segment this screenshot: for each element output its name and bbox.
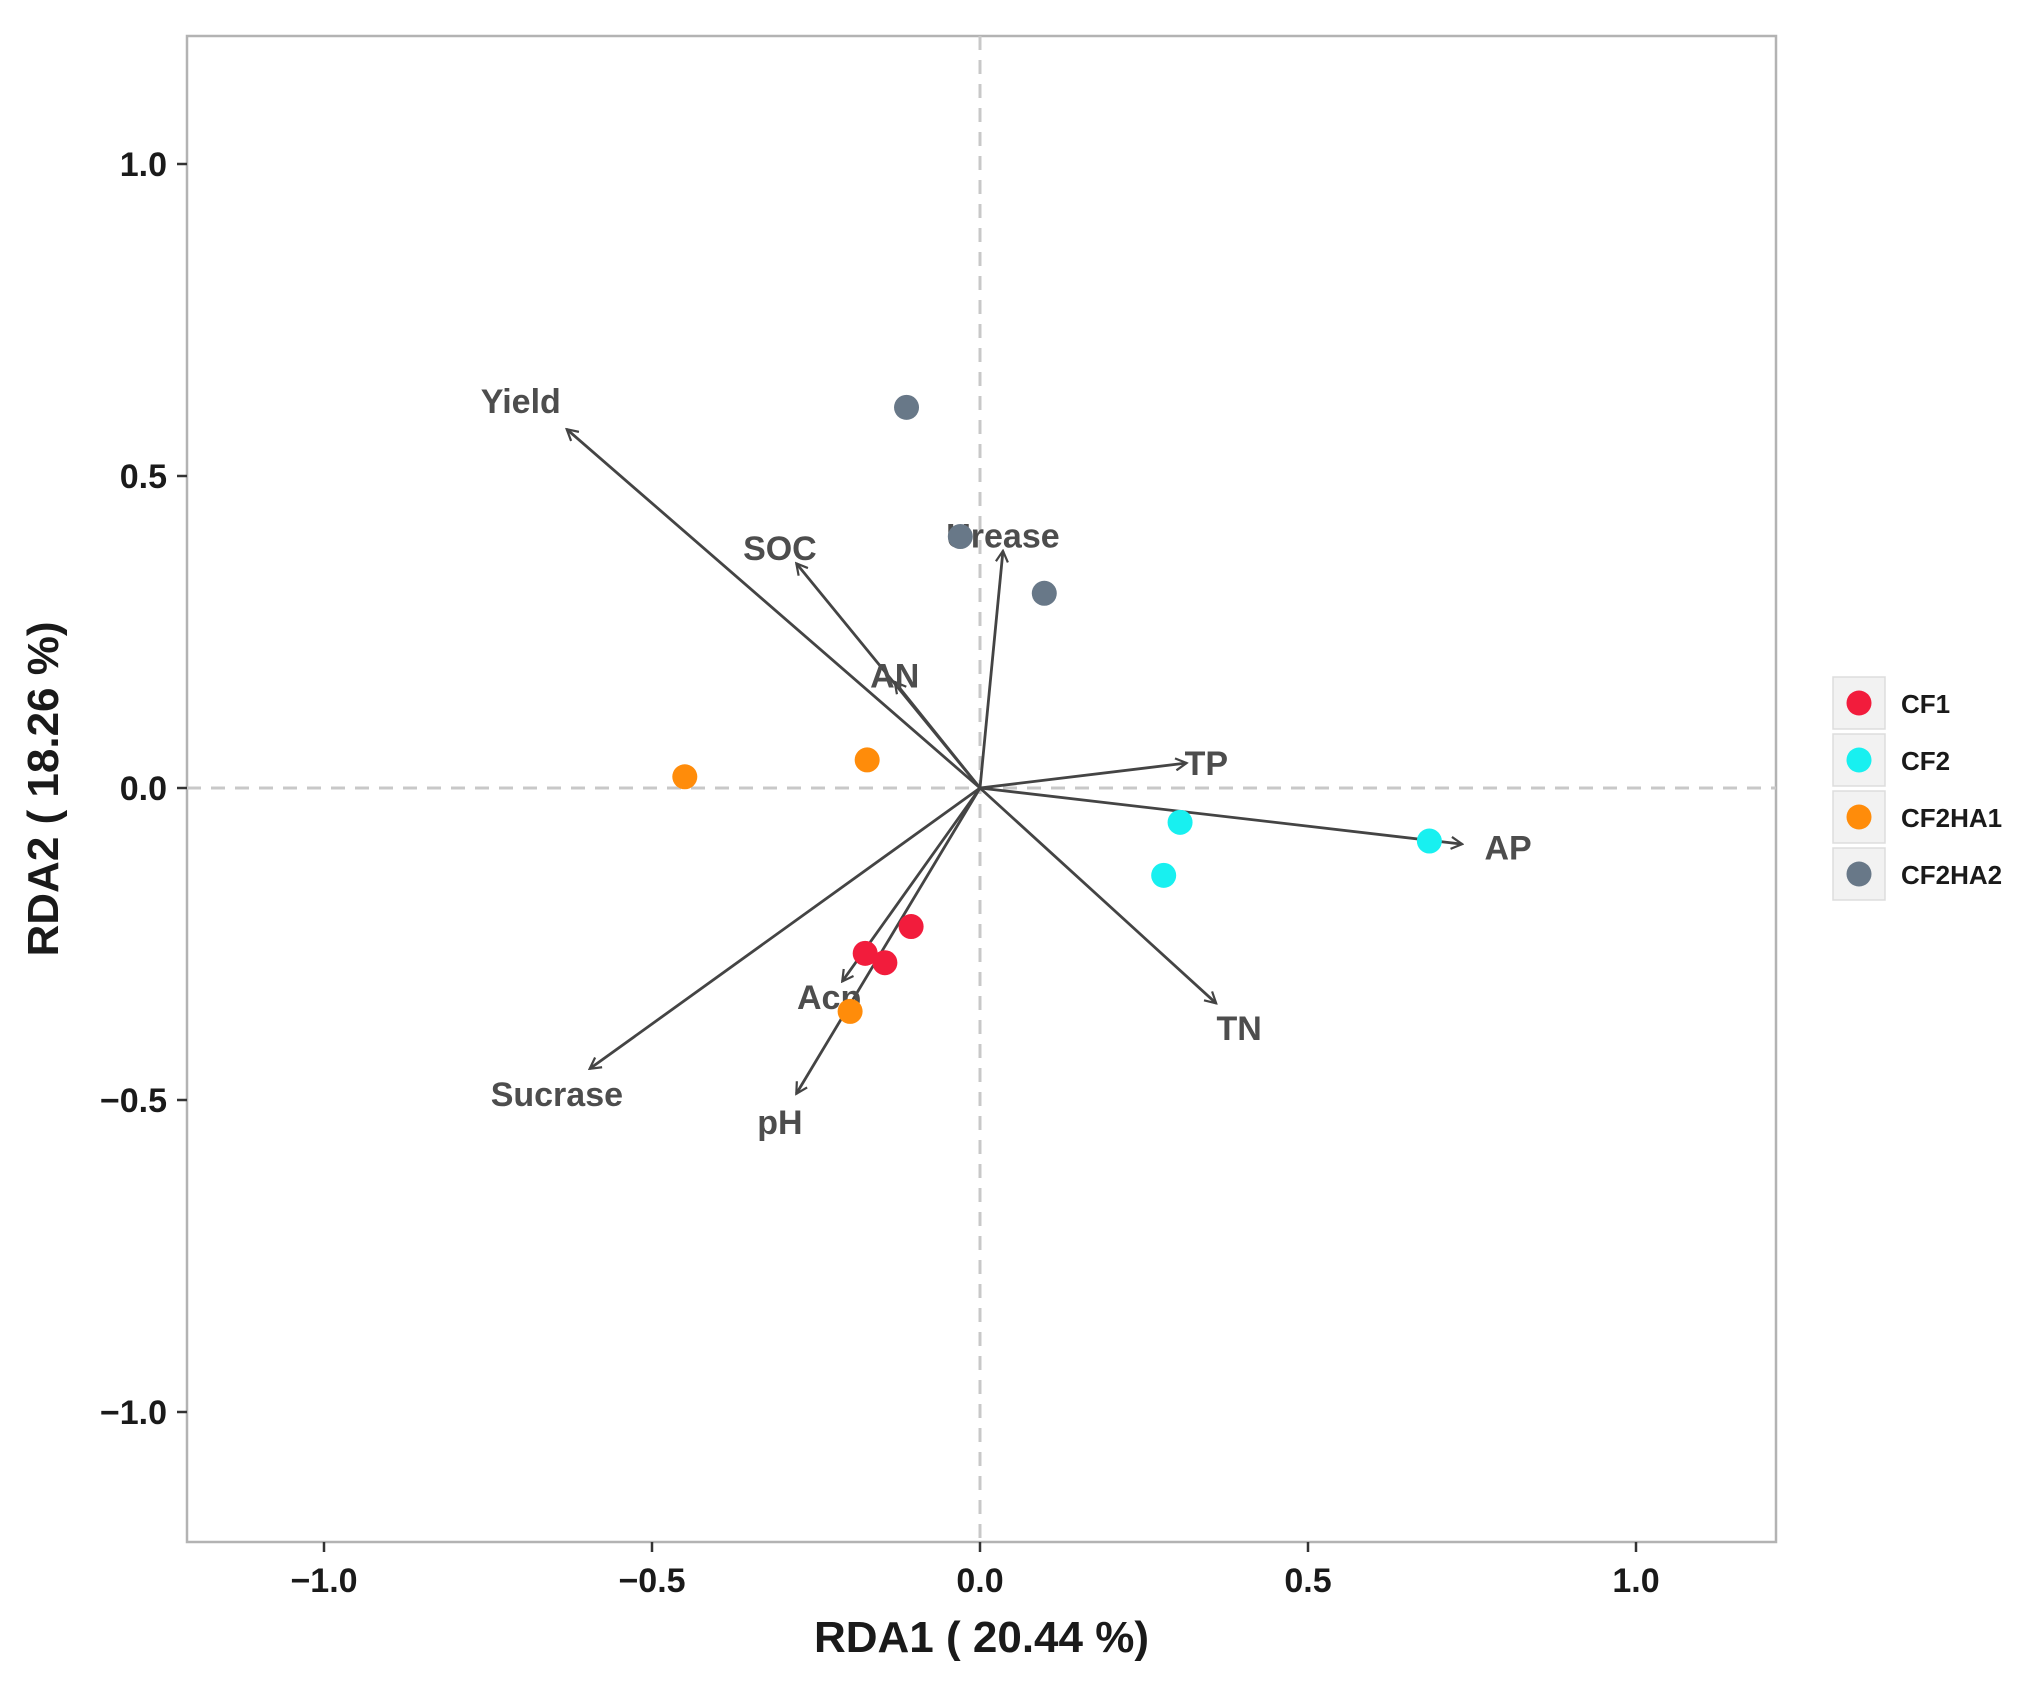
legend-label-cf1: CF1 [1901,689,1950,719]
point-cf1 [872,950,898,976]
point-cf2 [1151,862,1177,888]
vector-label-ap: AP [1484,829,1531,867]
point-cf2ha2 [947,524,973,550]
vector-arrow-tp [979,763,1187,790]
point-cf2 [1416,828,1442,854]
point-cf2ha1 [837,998,863,1024]
y-tick-label: 0.0 [120,770,167,808]
axes: −1.0 −0.5 0.0 0.5 1.0 −1.0 −0.5 0.0 0.5 1.0 RDA1 (… [19,146,1660,1662]
point-cf1 [852,940,878,966]
vector-label-tn: TN [1216,1010,1261,1048]
y-tick-label: 0.5 [120,458,167,496]
point-cf2 [1167,809,1193,835]
legend: CF1 CF2 CF2HA1 CF2HA2 [1832,676,2002,901]
x-tick-label: −1.0 [290,1562,357,1600]
vector-label-sucrase: Sucrase [491,1076,623,1114]
legend-key-cf2ha2 [1846,861,1872,887]
vector-arrow-urease [978,551,1003,789]
y-axis-title: RDA2 ( 18.26 %) [19,621,68,956]
legend-label-cf2ha1: CF2HA1 [1901,803,2002,833]
point-cf2ha1 [672,764,698,790]
legend-key-cf2ha1 [1846,804,1872,830]
x-tick-label: 1.0 [1612,1562,1659,1600]
vector-label-soc: SOC [743,530,817,568]
x-axis-title: RDA1 ( 20.44 %) [814,1613,1149,1662]
point-cf2ha2 [894,394,920,420]
y-tick-label: −1.0 [100,1394,167,1432]
vector-arrow-ph [795,787,982,1094]
x-tick-label: 0.5 [1284,1562,1331,1600]
legend-key-cf1 [1846,690,1872,716]
legend-key-cf2 [1846,747,1872,773]
point-cf2ha2 [1031,580,1057,606]
vector-arrow-yield [567,429,981,790]
y-tick-label: 1.0 [120,146,167,184]
vector-label-an: AN [870,658,919,696]
vector-label-yield: Yield [481,383,561,421]
y-tick-label: −0.5 [100,1082,167,1120]
legend-label-cf2ha2: CF2HA2 [1901,860,2002,890]
legend-label-cf2: CF2 [1901,746,1950,776]
vector-arrow-sucrase [590,786,981,1069]
point-cf1 [898,914,924,940]
vector-label-ph: pH [757,1104,802,1142]
vector-arrow-ap [979,786,1462,844]
x-tick-label: 0.0 [956,1562,1003,1600]
vector-arrow-tn [979,786,1216,1003]
point-cf2ha1 [854,747,880,773]
vector-arrow-an [895,682,982,789]
vector-label-tp: TP [1185,745,1228,783]
sample-points [672,394,1442,1024]
x-tick-label: −0.5 [618,1562,685,1600]
